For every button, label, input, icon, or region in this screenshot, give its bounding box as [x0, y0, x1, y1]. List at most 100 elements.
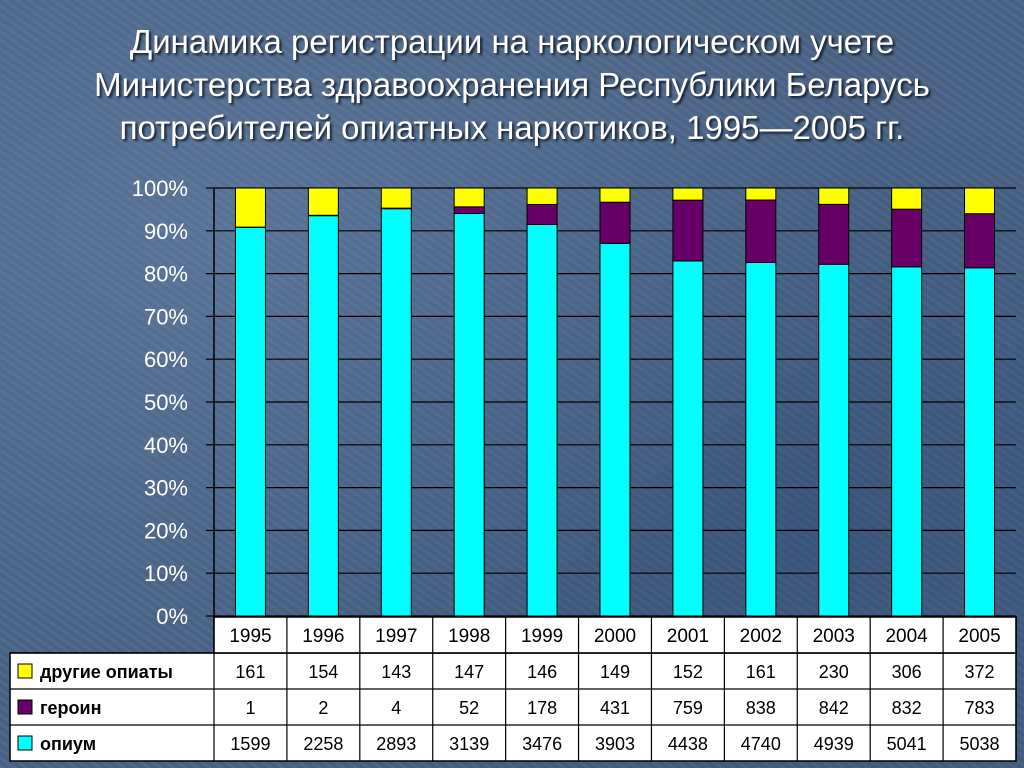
data-table: 1995 1996 1997 1998 1999 2000 2001 2002 2003 2004…	[9, 616, 1017, 762]
table-cell: 4	[391, 698, 401, 718]
table-cell: 2258	[303, 734, 343, 754]
bars	[234, 187, 996, 617]
x-category-label: 2000	[594, 626, 636, 647]
table-cell: 152	[673, 662, 703, 682]
bar-segment	[234, 187, 266, 228]
bar-segment	[526, 187, 558, 205]
y-tick-label: 60%	[144, 347, 188, 372]
legend-swatch	[17, 735, 33, 751]
table-cell: 2	[318, 698, 328, 718]
legend-swatch	[17, 699, 33, 715]
bar-segment	[964, 187, 996, 215]
table-cell: 3476	[522, 734, 562, 754]
table-cell: 149	[600, 662, 630, 682]
bar-segment	[891, 208, 923, 268]
table-cell: 146	[527, 662, 557, 682]
table-cell: 52	[459, 698, 479, 718]
table-cell: 4939	[814, 734, 854, 754]
x-category-label: 2001	[667, 626, 709, 647]
bar-segment	[453, 206, 485, 215]
bar-segment	[234, 226, 266, 617]
y-tick-label: 70%	[144, 304, 188, 329]
table-cell: 306	[892, 662, 922, 682]
bar-segment	[453, 187, 485, 208]
bar-segment	[380, 208, 412, 617]
title-line-1: Динамика регистрации на наркологическом …	[129, 23, 895, 60]
slide-title: Динамика регистрации на наркологическом …	[0, 20, 1024, 149]
table-cell: 5041	[887, 734, 927, 754]
y-tick-label: 40%	[144, 433, 188, 458]
bar-segment	[380, 187, 412, 209]
bar-segment	[453, 213, 485, 617]
table-cell: 4740	[741, 734, 781, 754]
bar-segment	[818, 263, 850, 617]
y-tick-label: 0%	[156, 604, 188, 629]
table-cell: 2893	[376, 734, 416, 754]
bar-segment	[964, 213, 996, 269]
table-cell: 832	[892, 698, 922, 718]
table-cell: 230	[819, 662, 849, 682]
legend-swatch	[17, 663, 33, 679]
table-cell: 759	[673, 698, 703, 718]
bar-segment	[526, 203, 558, 225]
table-cell: 147	[454, 662, 484, 682]
table-cell: 161	[235, 662, 265, 682]
table-cell: 1599	[230, 734, 270, 754]
table-cell: 842	[819, 698, 849, 718]
y-tick-label: 100%	[132, 176, 188, 201]
bar-segment	[672, 187, 704, 201]
x-category-label: 1997	[375, 626, 417, 647]
x-category-label: 2002	[740, 626, 782, 647]
table-cell: 431	[600, 698, 630, 718]
y-tick-label: 10%	[144, 561, 188, 586]
y-axis: 0% 10% 20% 30% 40% 50% 60% 70% 80% 90% 100%	[132, 176, 215, 629]
bar-segment	[307, 215, 339, 617]
table-cell: 783	[965, 698, 995, 718]
bar-segment	[891, 266, 923, 617]
table-cell: 143	[381, 662, 411, 682]
bar-segment	[818, 203, 850, 265]
y-tick-label: 20%	[144, 518, 188, 543]
bar-segment	[672, 199, 704, 262]
bar-segment	[891, 187, 923, 210]
x-category-label: 1999	[521, 626, 563, 647]
title-line-3: потребителей опиатных наркотиков, 1995—2…	[119, 109, 905, 146]
bar-segment	[599, 201, 631, 244]
x-category-label: 2004	[885, 626, 928, 647]
bar-segment	[526, 223, 558, 617]
table-cell: 5038	[960, 734, 1000, 754]
title-line-2: Министерства здравоохранения Республики …	[94, 66, 930, 103]
table-cell: 161	[746, 662, 776, 682]
bar-segment	[745, 262, 777, 617]
x-category-label: 2005	[958, 626, 1000, 647]
y-tick-label: 50%	[144, 390, 188, 415]
legend-label: другие опиаты	[40, 662, 173, 682]
table-cell: 178	[527, 698, 557, 718]
table-cell: 838	[746, 698, 776, 718]
bar-segment	[745, 187, 777, 201]
x-category-label: 1998	[448, 626, 490, 647]
table-cell: 4438	[668, 734, 708, 754]
bar-segment	[307, 187, 339, 216]
table-cell: 3139	[449, 734, 489, 754]
table-cell: 372	[965, 662, 995, 682]
y-tick-label: 30%	[144, 476, 188, 501]
bar-segment	[599, 187, 631, 203]
table-cell: 1	[245, 698, 255, 718]
x-category-label: 2003	[813, 626, 855, 647]
bar-segment	[672, 260, 704, 617]
y-tick-label: 80%	[144, 262, 188, 287]
table-body	[9, 652, 1017, 762]
bar-segment	[964, 267, 996, 617]
y-tick-label: 90%	[144, 219, 188, 244]
table-cell: 3903	[595, 734, 635, 754]
bar-segment	[599, 242, 631, 617]
legend-label: опиум	[40, 734, 96, 754]
x-category-label: 1995	[229, 626, 271, 647]
bar-segment	[818, 187, 850, 205]
legend-label: героин	[40, 698, 101, 718]
table-cell: 154	[308, 662, 338, 682]
bar-segment	[745, 199, 777, 264]
x-category-label: 1996	[302, 626, 344, 647]
